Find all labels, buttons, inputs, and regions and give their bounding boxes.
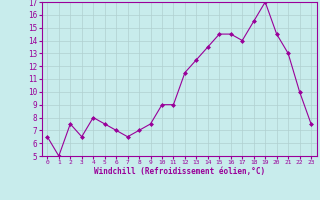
X-axis label: Windchill (Refroidissement éolien,°C): Windchill (Refroidissement éolien,°C): [94, 167, 265, 176]
